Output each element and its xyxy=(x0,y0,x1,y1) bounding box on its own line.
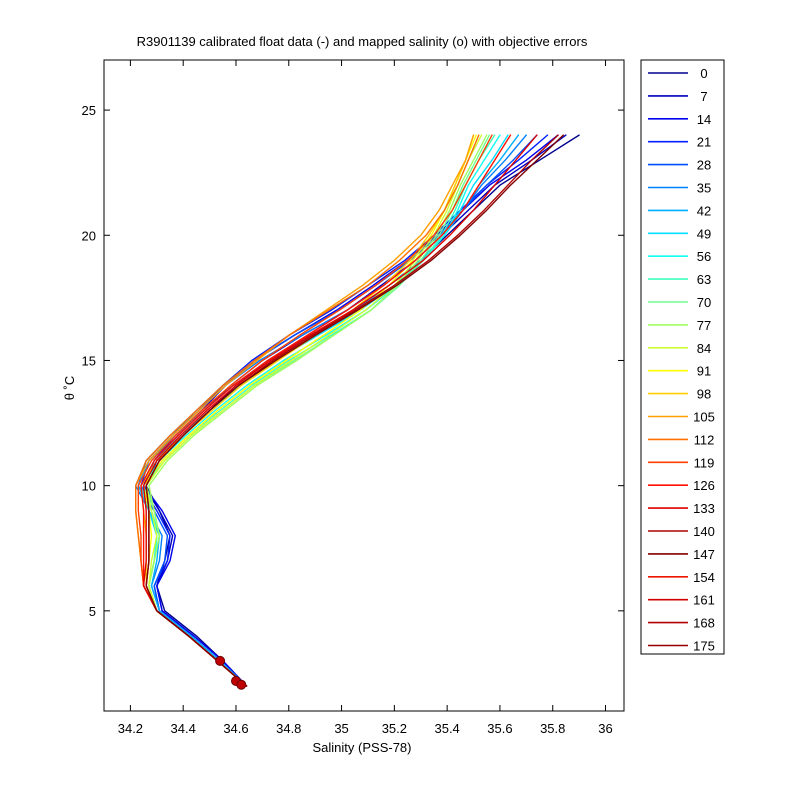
legend-label: 21 xyxy=(697,135,711,150)
x-tick-label: 35.2 xyxy=(382,721,407,736)
legend-label: 42 xyxy=(697,203,711,218)
legend-entry-154: 154 xyxy=(648,570,715,585)
legend-label: 126 xyxy=(693,478,715,493)
legend-entry-70: 70 xyxy=(648,295,711,310)
legend-label: 91 xyxy=(697,364,711,379)
legend-label: 35 xyxy=(697,181,711,196)
legend-label: 161 xyxy=(693,593,715,608)
mapped-salinity-point-0 xyxy=(215,655,226,666)
y-tick-label: 25 xyxy=(82,103,96,118)
legend-entry-35: 35 xyxy=(648,181,711,196)
x-tick-label: 35.6 xyxy=(487,721,512,736)
x-axis-label: Salinity (PSS-78) xyxy=(313,740,412,755)
x-tick-label: 34.2 xyxy=(118,721,143,736)
legend-entry-119: 119 xyxy=(648,455,714,470)
legend-entry-112: 112 xyxy=(648,432,714,447)
legend-entry-28: 28 xyxy=(648,158,711,173)
legend-entry-21: 21 xyxy=(648,135,711,150)
legend-entry-77: 77 xyxy=(648,318,711,333)
legend-label: 168 xyxy=(693,616,715,631)
legend-label: 84 xyxy=(697,341,711,356)
legend-entry-7: 7 xyxy=(648,89,708,104)
legend-label: 98 xyxy=(697,387,711,402)
legend-entry-140: 140 xyxy=(648,524,715,539)
legend-label: 0 xyxy=(700,66,707,81)
legend-entry-126: 126 xyxy=(648,478,715,493)
plot-frame xyxy=(103,59,625,712)
legend-label: 49 xyxy=(697,226,711,241)
y-axis: 5 10 15 20 25 xyxy=(82,103,624,619)
legend-entry-133: 133 xyxy=(648,501,715,516)
x-tick-label: 36 xyxy=(598,721,612,736)
legend-entry-42: 42 xyxy=(648,203,711,218)
legend-label: 7 xyxy=(700,89,707,104)
x-tick-label: 35 xyxy=(334,721,348,736)
x-tick-label: 34.6 xyxy=(223,721,248,736)
legend-label: 119 xyxy=(694,455,715,470)
legend-label: 14 xyxy=(697,112,711,127)
legend-label: 77 xyxy=(697,318,711,333)
legend-entry-161: 161 xyxy=(648,593,715,608)
legend-label: 56 xyxy=(697,249,711,264)
y-axis-label: θ ˚C xyxy=(62,376,77,401)
x-tick-label: 35.4 xyxy=(434,721,459,736)
legend-entry-168: 168 xyxy=(648,616,715,631)
profile-line-133 xyxy=(142,134,538,687)
legend-label: 133 xyxy=(693,501,715,516)
legend-label: 175 xyxy=(693,639,715,654)
legend-label: 154 xyxy=(693,570,715,585)
legend-label: 70 xyxy=(697,295,711,310)
y-tick-label: 15 xyxy=(82,353,96,368)
mapped-salinity-markers xyxy=(215,655,247,690)
legend-entry-14: 14 xyxy=(648,112,711,127)
legend-label: 105 xyxy=(693,410,715,425)
legend-entry-63: 63 xyxy=(648,272,711,287)
legend-entry-147: 147 xyxy=(648,547,715,562)
y-tick-label: 20 xyxy=(82,228,96,243)
y-tick-label: 5 xyxy=(89,604,96,619)
legend-entry-98: 98 xyxy=(648,387,711,402)
legend-entry-105: 105 xyxy=(648,410,715,425)
x-tick-label: 35.8 xyxy=(540,721,565,736)
legend-entry-0: 0 xyxy=(648,66,708,81)
mapped-salinity-point-2 xyxy=(236,679,247,690)
x-tick-label: 34.8 xyxy=(276,721,301,736)
chart-title: R3901139 calibrated float data (-) and m… xyxy=(137,34,588,49)
legend-label: 28 xyxy=(697,158,711,173)
x-tick-label: 34.4 xyxy=(171,721,196,736)
legend-entry-56: 56 xyxy=(648,249,711,264)
profile-line-84 xyxy=(145,134,483,687)
legend-entry-91: 91 xyxy=(648,364,711,379)
legend-label: 147 xyxy=(693,547,715,562)
legend: 0 7 14 21 28 35 42 49 56 63 70 77 84 91 98 105 112 119 126… xyxy=(640,59,725,655)
legend-entry-175: 175 xyxy=(648,639,715,654)
legend-box xyxy=(640,59,725,655)
legend-label: 112 xyxy=(694,432,715,447)
legend-label: 63 xyxy=(697,272,711,287)
profile-lines xyxy=(135,134,580,687)
legend-entry-84: 84 xyxy=(648,341,711,356)
profile-line-147 xyxy=(145,134,564,687)
legend-entry-49: 49 xyxy=(648,226,711,241)
x-axis: 34.2 34.4 34.6 34.8 35 35.2 35.4 35.6 35.8 36 xyxy=(118,60,613,736)
legend-label: 140 xyxy=(693,524,715,539)
y-tick-label: 10 xyxy=(82,479,96,494)
